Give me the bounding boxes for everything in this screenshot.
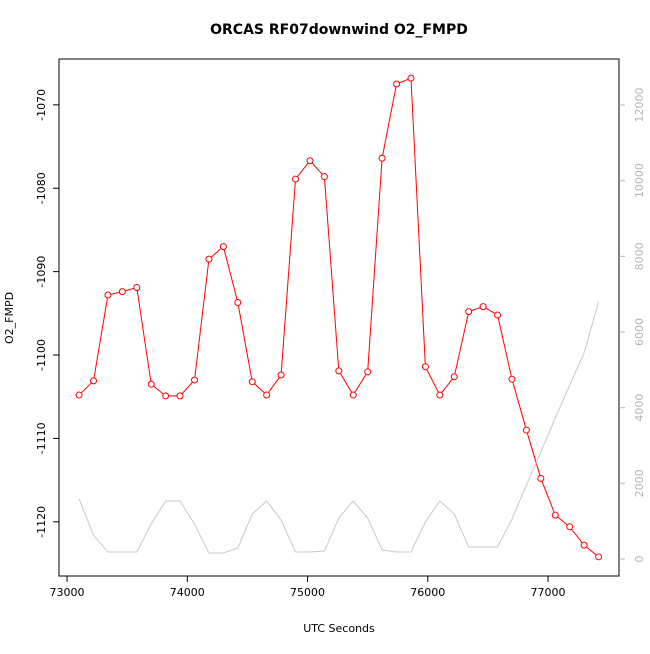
x-tick-label: 75000 xyxy=(290,586,325,599)
data-point xyxy=(90,377,98,385)
x-tick-label: 74000 xyxy=(170,586,205,599)
data-point xyxy=(118,288,126,296)
data-point xyxy=(393,80,401,88)
data-point xyxy=(436,391,444,399)
data-point xyxy=(277,371,285,379)
x-tick-label: 73000 xyxy=(50,586,85,599)
y2-tick-label: 8000 xyxy=(633,242,646,270)
series-line xyxy=(78,301,600,554)
data-point xyxy=(292,175,300,183)
plot-frame xyxy=(58,58,620,577)
y2-tick-label: 2000 xyxy=(633,469,646,497)
data-point xyxy=(349,391,357,399)
data-point xyxy=(320,173,328,181)
data-point xyxy=(378,154,386,162)
data-point xyxy=(407,74,415,82)
data-point xyxy=(364,368,372,376)
data-point xyxy=(234,298,242,306)
data-point xyxy=(335,367,343,375)
y-tick-label: -1080 xyxy=(35,172,48,204)
y-tick-label: -1070 xyxy=(35,89,48,121)
data-point xyxy=(248,378,256,386)
data-point xyxy=(465,308,473,316)
data-point xyxy=(263,391,271,399)
chart-title: ORCAS RF07downwind O2_FMPD xyxy=(210,22,468,38)
data-point xyxy=(75,391,83,399)
data-point xyxy=(191,376,199,384)
data-point xyxy=(162,392,170,400)
data-point xyxy=(508,375,516,383)
data-point xyxy=(566,523,574,531)
data-point xyxy=(421,363,429,371)
data-point xyxy=(595,553,603,561)
data-point xyxy=(306,157,314,165)
data-point xyxy=(219,243,227,251)
x-axis-label: UTC Seconds xyxy=(303,622,375,635)
data-point xyxy=(205,255,213,263)
x-tick-label: 76000 xyxy=(410,586,445,599)
data-point xyxy=(580,541,588,549)
data-point xyxy=(522,426,530,434)
data-point xyxy=(450,373,458,381)
data-point xyxy=(176,392,184,400)
y2-tick-label: 0 xyxy=(633,556,646,563)
y-tick-label: -1110 xyxy=(35,422,48,454)
y2-tick-label: 4000 xyxy=(633,394,646,422)
data-point xyxy=(494,311,502,319)
data-point xyxy=(537,474,545,482)
y-tick-label: -1090 xyxy=(35,256,48,288)
data-point xyxy=(551,511,559,519)
y2-tick-label: 12000 xyxy=(633,88,646,123)
y-tick-label: -1120 xyxy=(35,506,48,538)
y2-tick-label: 10000 xyxy=(633,163,646,198)
data-point xyxy=(104,291,112,299)
data-point xyxy=(133,283,141,291)
x-tick-label: 77000 xyxy=(531,586,566,599)
data-point xyxy=(479,303,487,311)
y-axis-label: O2_FMPD xyxy=(3,292,16,344)
y2-tick-label: 6000 xyxy=(633,318,646,346)
data-point xyxy=(147,380,155,388)
series-line xyxy=(78,77,599,558)
y-tick-label: -1100 xyxy=(35,339,48,371)
